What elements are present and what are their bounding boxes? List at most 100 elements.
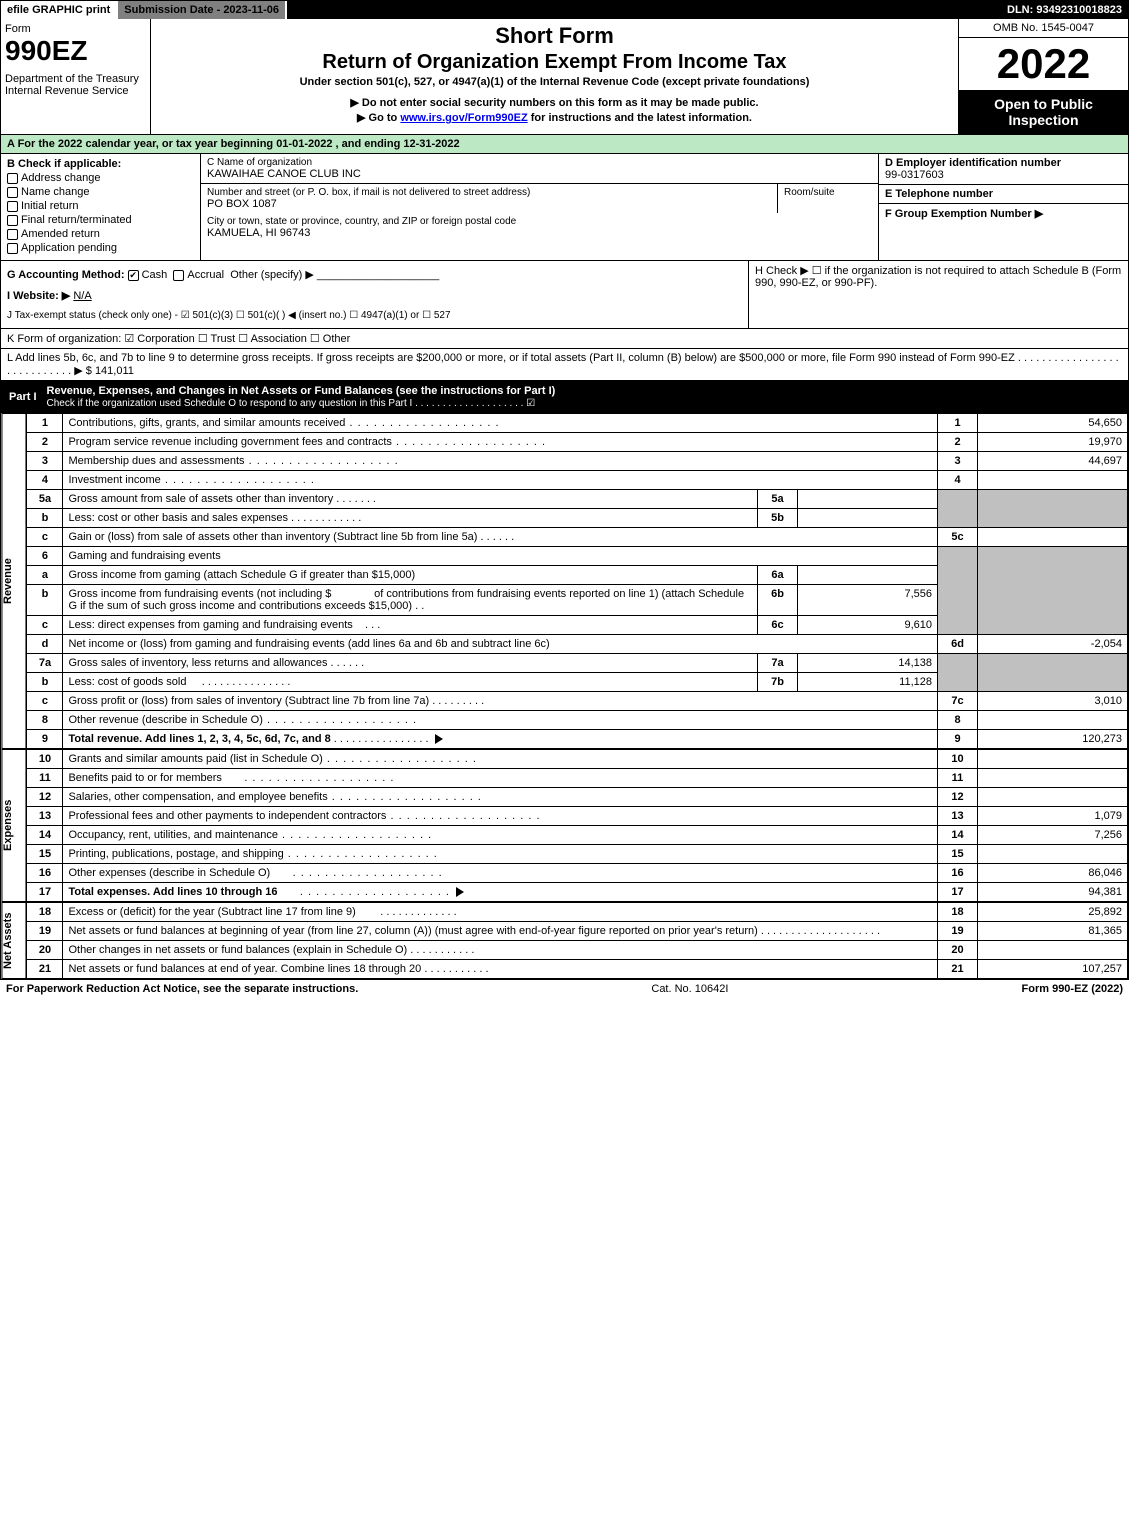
org-address: PO BOX 1087 (207, 198, 771, 210)
line-18: 18Excess or (deficit) for the year (Subt… (27, 903, 1128, 922)
footer-cat: Cat. No. 10642I (651, 983, 728, 995)
col-def: D Employer identification number 99-0317… (878, 154, 1128, 260)
netassets-table: 18Excess or (deficit) for the year (Subt… (26, 902, 1128, 979)
line-6: 6Gaming and fundraising events (27, 547, 1128, 566)
section-bcdef: B Check if applicable: Address change Na… (1, 154, 1128, 261)
netassets-label: Net Assets (1, 902, 26, 979)
e-label: E Telephone number (885, 188, 1122, 200)
header-right: OMB No. 1545-0047 2022 Open to Public In… (958, 19, 1128, 134)
b-label: B Check if applicable: (7, 158, 194, 170)
c-name: C Name of organization KAWAIHAE CANOE CL… (201, 154, 878, 184)
line-9: 9Total revenue. Add lines 1, 2, 3, 4, 5c… (27, 730, 1128, 749)
room-label: Room/suite (784, 187, 872, 198)
efile-print[interactable]: efile GRAPHIC print (1, 1, 118, 19)
chk-accrual[interactable] (173, 270, 184, 281)
line-20: 20Other changes in net assets or fund ba… (27, 941, 1128, 960)
form-number: 990EZ (5, 35, 146, 67)
line-8: 8Other revenue (describe in Schedule O)8 (27, 711, 1128, 730)
col-b: B Check if applicable: Address change Na… (1, 154, 201, 260)
f-label: F Group Exemption Number ▶ (885, 207, 1122, 220)
line-1: 1Contributions, gifts, grants, and simil… (27, 414, 1128, 433)
line-6d: dNet income or (loss) from gaming and fu… (27, 635, 1128, 654)
line-21: 21Net assets or fund balances at end of … (27, 960, 1128, 979)
open-to-public: Open to Public Inspection (959, 90, 1128, 134)
e-phone: E Telephone number (879, 185, 1128, 204)
part1-label: Part I (9, 391, 37, 403)
revenue-label: Revenue (1, 413, 26, 749)
line-14: 14Occupancy, rent, utilities, and mainte… (27, 826, 1128, 845)
chk-application-pending[interactable]: Application pending (7, 242, 194, 254)
form-label: Form (5, 23, 146, 35)
c-city: City or town, state or province, country… (201, 213, 878, 242)
tax-year: 2022 (959, 38, 1128, 90)
chk-name-change[interactable]: Name change (7, 186, 194, 198)
goto-post: for instructions and the latest informat… (528, 112, 752, 124)
g-accounting: G Accounting Method: Cash Accrual Other … (7, 264, 742, 285)
line-17: 17Total expenses. Add lines 10 through 1… (27, 883, 1128, 902)
line-15: 15Printing, publications, postage, and s… (27, 845, 1128, 864)
i-website: I Website: ▶ N/A (7, 285, 742, 306)
revenue-table: 1Contributions, gifts, grants, and simil… (26, 413, 1128, 749)
title-main: Return of Organization Exempt From Incom… (159, 51, 950, 74)
col-gi: G Accounting Method: Cash Accrual Other … (1, 261, 748, 328)
irs-link[interactable]: www.irs.gov/Form990EZ (400, 112, 527, 124)
form-990ez: efile GRAPHIC print Submission Date - 20… (0, 0, 1129, 980)
website-value: N/A (73, 290, 91, 302)
submission-date: Submission Date - 2023-11-06 (118, 1, 287, 19)
j-tax-status: J Tax-exempt status (check only one) - ☑… (7, 306, 742, 325)
c-address: Number and street (or P. O. box, if mail… (201, 184, 778, 213)
arrow-icon (435, 734, 443, 744)
c-address-row: Number and street (or P. O. box, if mail… (201, 184, 878, 213)
g-other: Other (specify) ▶ (230, 269, 314, 281)
c-room: Room/suite (778, 184, 878, 213)
expenses-label: Expenses (1, 749, 26, 902)
line-19: 19Net assets or fund balances at beginni… (27, 922, 1128, 941)
line-7a: 7aGross sales of inventory, less returns… (27, 654, 1128, 673)
h-schedule-b: H Check ▶ ☐ if the organization is not r… (748, 261, 1128, 328)
chk-amended-return[interactable]: Amended return (7, 228, 194, 240)
line-a: A For the 2022 calendar year, or tax yea… (1, 135, 1128, 154)
line-10: 10Grants and similar amounts paid (list … (27, 750, 1128, 769)
line-4: 4Investment income4 (27, 471, 1128, 490)
header-left: Form 990EZ Department of the Treasury In… (1, 19, 151, 134)
d-ein: D Employer identification number 99-0317… (879, 154, 1128, 185)
line-11: 11Benefits paid to or for members 11 (27, 769, 1128, 788)
arrow-icon (456, 887, 464, 897)
chk-cash[interactable] (128, 270, 139, 281)
chk-address-change[interactable]: Address change (7, 172, 194, 184)
title-short-form: Short Form (159, 23, 950, 49)
f-group: F Group Exemption Number ▶ (879, 204, 1128, 223)
line-16: 16Other expenses (describe in Schedule O… (27, 864, 1128, 883)
netassets-section: Net Assets 18Excess or (deficit) for the… (1, 902, 1128, 979)
line-12: 12Salaries, other compensation, and empl… (27, 788, 1128, 807)
k-form-org: K Form of organization: ☑ Corporation ☐ … (1, 329, 1128, 349)
chk-final-return[interactable]: Final return/terminated (7, 214, 194, 226)
col-c: C Name of organization KAWAIHAE CANOE CL… (201, 154, 878, 260)
subtitle: Under section 501(c), 527, or 4947(a)(1)… (159, 76, 950, 88)
top-bar: efile GRAPHIC print Submission Date - 20… (1, 1, 1128, 19)
revenue-section: Revenue 1Contributions, gifts, grants, a… (1, 413, 1128, 749)
header-middle: Short Form Return of Organization Exempt… (151, 19, 958, 134)
line-5a: 5aGross amount from sale of assets other… (27, 490, 1128, 509)
footer-left: For Paperwork Reduction Act Notice, see … (6, 983, 358, 995)
note-goto: ▶ Go to www.irs.gov/Form990EZ for instru… (159, 111, 950, 124)
line-2: 2Program service revenue including gover… (27, 433, 1128, 452)
expenses-section: Expenses 10Grants and similar amounts pa… (1, 749, 1128, 902)
line-7c: cGross profit or (loss) from sales of in… (27, 692, 1128, 711)
city-label: City or town, state or province, country… (207, 216, 872, 227)
omb-number: OMB No. 1545-0047 (959, 19, 1128, 38)
g-label: G Accounting Method: (7, 269, 125, 281)
org-city: KAMUELA, HI 96743 (207, 227, 872, 239)
c-name-label: C Name of organization (207, 157, 872, 168)
l-gross-receipts: L Add lines 5b, 6c, and 7b to line 9 to … (1, 349, 1128, 381)
note-ssn: ▶ Do not enter social security numbers o… (159, 96, 950, 109)
department: Department of the Treasury Internal Reve… (5, 73, 146, 97)
form-header: Form 990EZ Department of the Treasury In… (1, 19, 1128, 135)
part1-title: Revenue, Expenses, and Changes in Net As… (47, 385, 556, 409)
chk-initial-return[interactable]: Initial return (7, 200, 194, 212)
line-13: 13Professional fees and other payments t… (27, 807, 1128, 826)
footer-right: Form 990-EZ (2022) (1022, 983, 1123, 995)
part1-check: Check if the organization used Schedule … (47, 398, 536, 409)
l-text: L Add lines 5b, 6c, and 7b to line 9 to … (7, 352, 1119, 377)
line-3: 3Membership dues and assessments344,697 (27, 452, 1128, 471)
